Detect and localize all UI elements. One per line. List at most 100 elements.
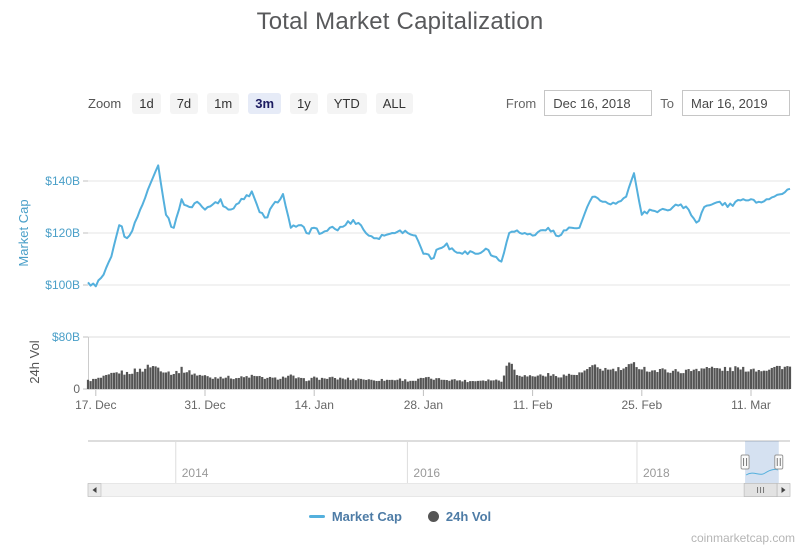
volume-bar [393,380,396,389]
volume-bar [396,379,399,389]
x-axis-label: 11. Mar [731,398,771,412]
right-arrow-icon [781,487,786,493]
volume-bar [318,379,321,389]
volume-bar [765,370,768,389]
volume-bar [453,379,456,389]
volume-bar [671,370,675,389]
volume-bar [219,376,222,389]
volume-bar [185,372,188,389]
navigator-selected-range[interactable] [745,441,779,483]
volume-bar [123,374,126,389]
volume-bar [341,378,344,389]
volume-bar [370,379,373,389]
date-range-group: From To [506,90,790,116]
volume-bar [102,375,105,389]
volume-bar [687,369,690,389]
volume-bar [305,381,308,389]
volume-bar [596,367,599,389]
zoom-button-all[interactable]: ALL [375,92,413,114]
volume-bar [424,377,428,389]
from-date-input[interactable] [544,90,653,116]
volume-bar [788,366,792,389]
volume-bar [151,366,155,389]
volume-bar [664,369,667,389]
volume-bar [352,378,355,389]
chart-title: Total Market Capitalization [256,8,544,35]
zoom-button-3m[interactable]: 3m [248,92,282,114]
volume-bar [599,368,602,389]
volume-bar [437,378,441,389]
volume-bar [484,381,487,389]
volume-bar [723,366,727,389]
volume-bar [783,366,786,389]
volume-bar [736,367,740,389]
volume-bar [541,375,545,389]
volume-bar [110,372,113,389]
volume-bar [549,375,552,389]
navigator-handle-left[interactable] [740,454,750,470]
volume-bar [708,368,711,389]
volume-bar [357,378,360,389]
volume-bar [289,374,292,389]
volume-bar [456,380,459,389]
volume-bar [580,372,584,389]
volume-bar [240,376,243,389]
x-axis-label: 17. Dec [75,398,116,412]
volume-bar [331,376,334,389]
volume-bar [684,369,688,389]
scrollbar-track[interactable] [87,483,791,497]
volume-bar [380,378,383,389]
volume-bar [159,371,162,389]
volume-bar [521,376,524,389]
zoom-button-ytd[interactable]: YTD [326,92,367,114]
volume-axis-title: 24h Vol [27,340,42,383]
volume-bar [235,378,238,389]
volume-bar [489,380,493,389]
volume-bar [172,374,175,389]
volume-bar [773,366,776,389]
to-date-input[interactable] [682,90,790,116]
legend-item-market-cap[interactable]: Market Cap [308,509,402,524]
volume-bar [705,367,708,389]
volume-bar [757,370,760,389]
volume-bar [190,374,194,389]
volume-bar [627,364,630,389]
zoom-button-7d[interactable]: 7d [169,92,199,114]
volume-bar [635,367,638,389]
volume-bar [703,368,706,389]
line-marker-icon [308,515,325,518]
volume-bar [86,379,90,389]
market-cap-line[interactable] [87,164,791,288]
volume-bar [164,372,168,389]
zoom-button-1m[interactable]: 1m [207,92,240,114]
volume-bar [718,368,721,389]
volume-bar [492,380,495,389]
navigator-handle-right[interactable] [774,454,784,470]
volume-bar [170,374,173,389]
volume-bar [742,366,745,389]
volume-bar [411,380,415,389]
zoom-button-1d[interactable]: 1d [132,92,161,114]
volume-bar [710,366,714,389]
zoom-button-1y[interactable]: 1y [290,92,318,114]
volume-bar [666,372,669,389]
volume-bar [495,379,498,389]
legend-label: Market Cap [331,509,402,524]
volume-bar [638,369,641,389]
volume-bar [362,379,365,389]
zoom-button-group: Zoom 1d 7d 1m 3m 1y YTD ALL [88,92,413,114]
volume-bar [261,377,264,389]
y-axis-label: $100B [45,278,80,292]
zoom-label: Zoom [88,95,122,111]
volume-bar [297,377,300,389]
legend-item-24h-vol[interactable]: 24h Vol [427,509,491,524]
volume-bar [466,382,469,389]
volume-bar [237,377,240,389]
volume-bar [245,376,248,389]
volume-bar [349,380,352,389]
volume-bar [695,368,698,389]
volume-bar [365,379,368,389]
from-label: From [505,95,537,111]
volume-bar [770,367,773,389]
